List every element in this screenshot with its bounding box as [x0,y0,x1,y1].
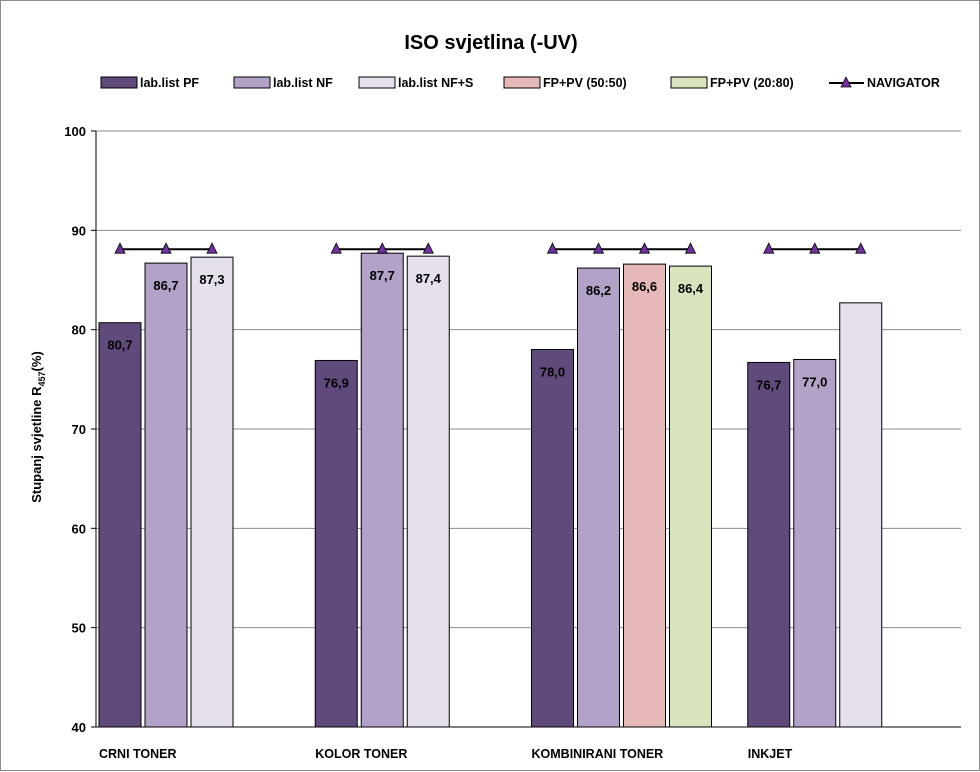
y-tick-label: 50 [72,621,86,636]
navigator-marker [592,242,605,254]
legend-swatch [503,76,541,89]
data-label: 76,7 [756,377,781,392]
navigator-series [114,242,867,254]
data-label: 87,3 [199,272,224,287]
chart-title: ISO svjetlina (-UV) [404,32,577,54]
axes: 40 50 60 70 80 90 100 CRNI TONER KOLOR TONER KOMB… [64,124,961,761]
legend-swatch [233,76,271,89]
bars [98,252,883,728]
legend-label: FP+PV (20:80) [710,76,794,90]
navigator-marker [638,242,651,254]
legend-label: lab.list NF+S [398,76,473,90]
y-tick-label: 90 [72,223,86,238]
navigator-marker [422,242,434,254]
y-tick-label: 100 [64,124,86,139]
legend-label: lab.list NF [273,76,333,90]
x-tick-label: INKJET [748,747,793,761]
data-label: 77,0 [802,374,827,389]
navigator-marker [763,242,775,254]
bar [747,361,791,728]
legend-swatch [358,76,396,89]
bar [577,267,620,728]
x-tick-label: CRNI TONER [99,747,177,761]
y-tick-label: 40 [72,720,86,735]
data-label: 80,7 [107,338,132,353]
navigator-marker [160,242,172,254]
bar [190,256,234,728]
data-label: 86,2 [586,283,611,298]
navigator-marker [330,242,342,254]
bar [793,358,837,728]
navigator-marker [684,242,697,254]
gridlines [96,130,961,629]
bar [98,322,142,728]
legend-label: NAVIGATOR [867,76,940,90]
navigator-marker [206,242,218,254]
x-tick-label: KOLOR TONER [315,747,407,761]
bar [623,263,666,728]
bar [531,349,574,728]
bar [406,255,450,728]
data-labels: 80,7 86,7 87,3 76,9 87,7 87,4 78,0 86,2 86,6 86,4… [107,268,827,392]
navigator-marker [855,242,867,254]
data-label: 87,4 [416,271,442,286]
y-axis-label: Stupanj svjetline R [29,386,44,503]
legend-label: FP+PV (50:50) [543,76,627,90]
legend-label: lab.list PF [140,76,199,90]
navigator-marker [376,242,388,254]
y-tick-label: 60 [72,521,86,536]
bar [839,302,883,728]
bar [314,359,358,728]
data-label: 86,4 [678,281,704,296]
bar [669,265,712,728]
y-axis-unit: (%) [29,351,44,371]
bar [360,252,404,728]
data-label: 87,7 [370,268,395,283]
data-label: 86,7 [153,278,178,293]
y-axis-title: Stupanj svjetline R457(%) [29,351,47,503]
y-tick-label: 80 [72,323,86,338]
bar [144,262,188,728]
navigator-marker [546,242,559,254]
data-label: 78,0 [540,365,565,380]
data-label: 86,6 [632,279,657,294]
legend-swatch [670,76,708,89]
legend-swatch [100,76,138,89]
y-axis-subscript: 457 [37,371,47,386]
x-tick-label: KOMBINIRANI TONER [532,747,664,761]
y-tick-label: 70 [72,422,86,437]
data-label: 76,9 [324,375,349,390]
legend: lab.list PF lab.list NF lab.list NF+S FP+PV… [100,76,940,90]
legend-marker [840,76,852,88]
navigator-marker [809,242,821,254]
navigator-marker [114,242,126,254]
